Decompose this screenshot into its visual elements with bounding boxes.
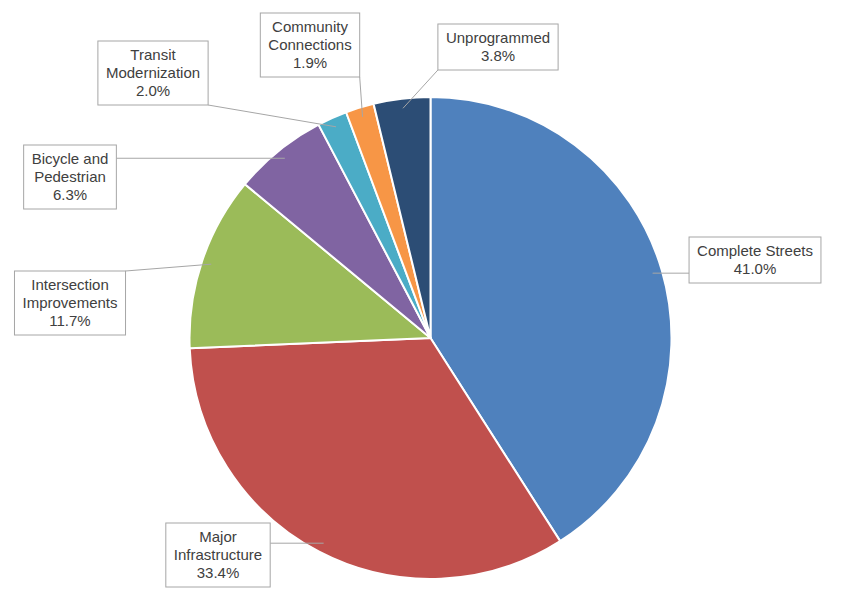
value-label: 2.0% — [136, 82, 170, 99]
label-line: Improvements — [22, 294, 117, 311]
label-line: Pedestrian — [34, 168, 106, 185]
leader-line — [403, 70, 438, 108]
label-line: Intersection — [31, 276, 109, 293]
slices — [190, 97, 672, 579]
value-label: 41.0% — [734, 260, 777, 277]
label-box — [14, 271, 125, 335]
label-line: Modernization — [106, 64, 200, 81]
value-label: 1.9% — [293, 54, 327, 71]
value-label: 6.3% — [53, 186, 87, 203]
label-box — [98, 41, 208, 105]
category-label: CommunityConnections — [268, 18, 351, 53]
label-line: Connections — [268, 36, 351, 53]
value-label: 33.4% — [197, 564, 240, 581]
label-box — [689, 237, 821, 283]
category-label: TransitModernization — [106, 46, 200, 81]
label-box — [166, 523, 270, 587]
slice — [374, 97, 431, 338]
leader-line — [208, 105, 336, 127]
category-label: IntersectionImprovements — [22, 276, 117, 311]
label-line: Infrastructure — [174, 546, 262, 563]
value-label: 3.8% — [481, 47, 515, 64]
leader-line — [653, 273, 689, 274]
leader-line — [270, 543, 323, 544]
category-label: Complete Streets — [697, 242, 813, 259]
category-label: Bicycle andPedestrian — [32, 150, 109, 185]
label-line: Unprogrammed — [446, 29, 550, 46]
label-box — [438, 24, 558, 70]
chart: Complete Streets41.0% MajorInfrastructure… — [0, 0, 860, 608]
labels: Complete Streets41.0% MajorInfrastructure… — [14, 13, 820, 587]
page: {"chart_data": {"type": "pie", "categori… — [0, 0, 860, 608]
category-label: MajorInfrastructure — [174, 528, 262, 563]
label-line: Community — [272, 18, 348, 35]
label-line: Major — [199, 528, 237, 545]
label-line: Transit — [130, 46, 176, 63]
leader-line — [126, 264, 212, 271]
category-label: Unprogrammed — [446, 29, 550, 46]
label-box — [24, 145, 117, 209]
leader-line — [116, 158, 284, 159]
label-box — [260, 13, 359, 77]
value-label: 11.7% — [49, 312, 90, 329]
leaders — [116, 70, 689, 543]
leader-line — [360, 77, 363, 117]
label-line: Complete Streets — [697, 242, 813, 259]
label-line: Bicycle and — [32, 150, 109, 167]
